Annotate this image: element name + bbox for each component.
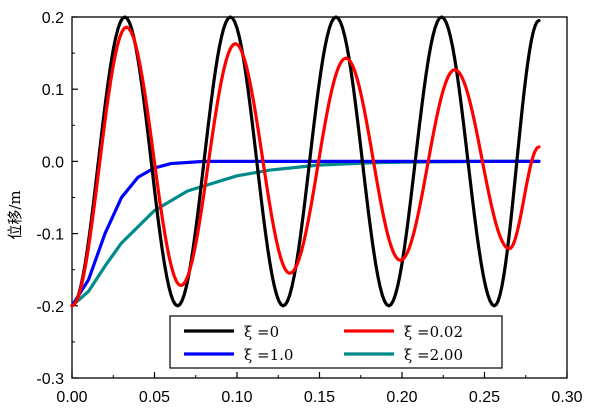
legend-label: ξ =0.02: [404, 323, 463, 341]
y-tick-label: 0.0: [42, 154, 64, 171]
y-tick-label: -0.3: [36, 371, 64, 388]
y-tick-label: -0.1: [36, 227, 64, 244]
x-tick-label: 0.30: [551, 389, 582, 406]
legend-label: ξ =2.00: [404, 346, 463, 364]
x-tick-label: 0.10: [221, 389, 252, 406]
legend-label: ξ =1.0: [244, 346, 293, 364]
legend-box: [169, 315, 503, 369]
x-tick-label: 0.25: [469, 389, 500, 406]
series-line: [70, 159, 541, 308]
axes: 0.00 0.05 0.10 0.15 0.20 0.25 0.30 -0.3 -0.2 -0.1…: [36, 10, 582, 406]
series-line: [70, 15, 541, 308]
y-axis-label: 位移/m: [6, 190, 24, 239]
x-tick-label: 0.05: [139, 389, 170, 406]
legend-label: ξ =0: [244, 323, 279, 341]
y-tick-label: 0.1: [42, 82, 64, 99]
x-tick-label: 0.15: [304, 389, 335, 406]
legend: ξ =0 ξ =0.02 ξ =1.0 ξ =2.00: [169, 315, 503, 369]
plot-lines: [70, 15, 541, 308]
x-tick-label: 0.20: [386, 389, 417, 406]
y-tick-label: 0.2: [42, 10, 64, 27]
x-tick-label: 0.00: [56, 389, 87, 406]
y-tick-label: -0.2: [36, 299, 64, 316]
series-line: [70, 25, 541, 308]
